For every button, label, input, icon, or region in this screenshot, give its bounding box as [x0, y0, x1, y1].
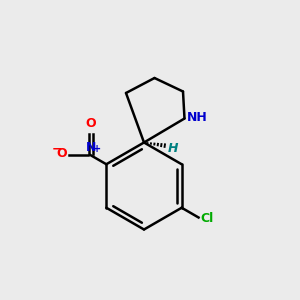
- Text: H: H: [168, 142, 178, 154]
- Text: N: N: [85, 141, 96, 154]
- Text: O: O: [56, 147, 67, 160]
- Text: +: +: [93, 144, 101, 154]
- Text: NH: NH: [187, 111, 208, 124]
- Text: Cl: Cl: [200, 212, 213, 225]
- Text: O: O: [85, 117, 96, 130]
- Text: −: −: [51, 143, 62, 156]
